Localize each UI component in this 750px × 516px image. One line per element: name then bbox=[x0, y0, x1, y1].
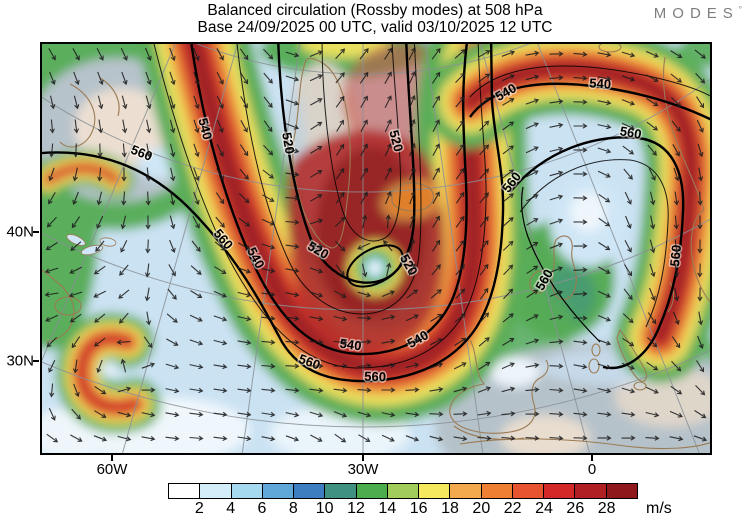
contour-label: 540 bbox=[195, 116, 215, 141]
y-axis-tick bbox=[33, 231, 39, 233]
x-axis-tick bbox=[362, 455, 364, 461]
y-axis-label: 40N bbox=[6, 223, 34, 241]
colorbar-cell bbox=[480, 483, 513, 499]
colorbar-tick: 26 bbox=[566, 500, 585, 516]
colorbar-tick: 24 bbox=[535, 500, 553, 516]
colorbar-cell bbox=[543, 483, 576, 499]
map-frame bbox=[40, 42, 712, 455]
colorbar-tick: 12 bbox=[347, 500, 365, 516]
colorbar-cell bbox=[574, 483, 607, 499]
x-axis-tick bbox=[111, 455, 113, 461]
colorbar bbox=[168, 483, 638, 499]
x-axis-tick bbox=[591, 455, 593, 461]
colorbar-cell bbox=[355, 483, 388, 499]
colorbar-cell bbox=[230, 483, 263, 499]
colorbar-tick: 8 bbox=[288, 500, 298, 516]
x-axis-label: 30W bbox=[347, 461, 379, 478]
wind-shading-layer bbox=[40, 42, 712, 455]
colorbar-unit: m/s bbox=[646, 500, 672, 516]
colorbar-tick: 10 bbox=[315, 500, 334, 516]
colorbar-tick: 22 bbox=[503, 500, 522, 516]
y-axis-label: 30N bbox=[6, 352, 34, 370]
contour-label: 540 bbox=[339, 336, 363, 354]
colorbar-cell bbox=[605, 483, 638, 499]
contour-label: 520 bbox=[386, 128, 406, 153]
colorbar-cell bbox=[293, 483, 326, 499]
colorbar-tick: 28 bbox=[597, 500, 616, 516]
contour-label: 560 bbox=[667, 244, 684, 267]
colorbar-cell bbox=[511, 483, 545, 499]
colorbar-tick: 16 bbox=[409, 500, 428, 516]
colorbar-cell bbox=[449, 483, 482, 499]
contour-label: 560 bbox=[364, 369, 386, 385]
contour-label: 560 bbox=[619, 123, 643, 142]
colorbar-tick: 14 bbox=[378, 500, 397, 516]
coastline-layer bbox=[41, 42, 712, 450]
colorbar-cell bbox=[199, 483, 232, 499]
colorbar-tick: 6 bbox=[257, 500, 267, 516]
chart-title: Balanced circulation (Rossby modes) at 5… bbox=[207, 2, 543, 19]
colorbar-tick: 20 bbox=[472, 500, 491, 516]
modes-logo: MODES° bbox=[653, 5, 742, 22]
colorbar-cell bbox=[324, 483, 357, 499]
colorbar-tick: 18 bbox=[441, 500, 459, 516]
graticule-layer bbox=[40, 42, 712, 455]
chart-subtitle: Base 24/09/2025 00 UTC, valid 03/10/2025… bbox=[197, 19, 553, 36]
map-canvas: 560 540 520 520 560 540 520 520 540 540 560 560 540 5… bbox=[40, 42, 712, 455]
colorbar-cell bbox=[386, 483, 420, 499]
x-axis-label: 0 bbox=[587, 461, 597, 478]
colorbar-cell bbox=[168, 483, 201, 499]
colorbar-tick-labels: 2 4 6 8 10 12 14 16 18 20 22 24 26 28 bbox=[168, 500, 638, 516]
colorbar-tick: 2 bbox=[194, 500, 204, 516]
y-axis-tick bbox=[33, 360, 39, 362]
colorbar-tick: 4 bbox=[226, 500, 236, 516]
colorbar-cell bbox=[261, 483, 295, 499]
x-axis-label: 60W bbox=[96, 461, 128, 478]
contour-layer bbox=[40, 42, 712, 383]
wind-arrow-layer bbox=[44, 47, 708, 443]
colorbar-cell bbox=[418, 483, 451, 499]
